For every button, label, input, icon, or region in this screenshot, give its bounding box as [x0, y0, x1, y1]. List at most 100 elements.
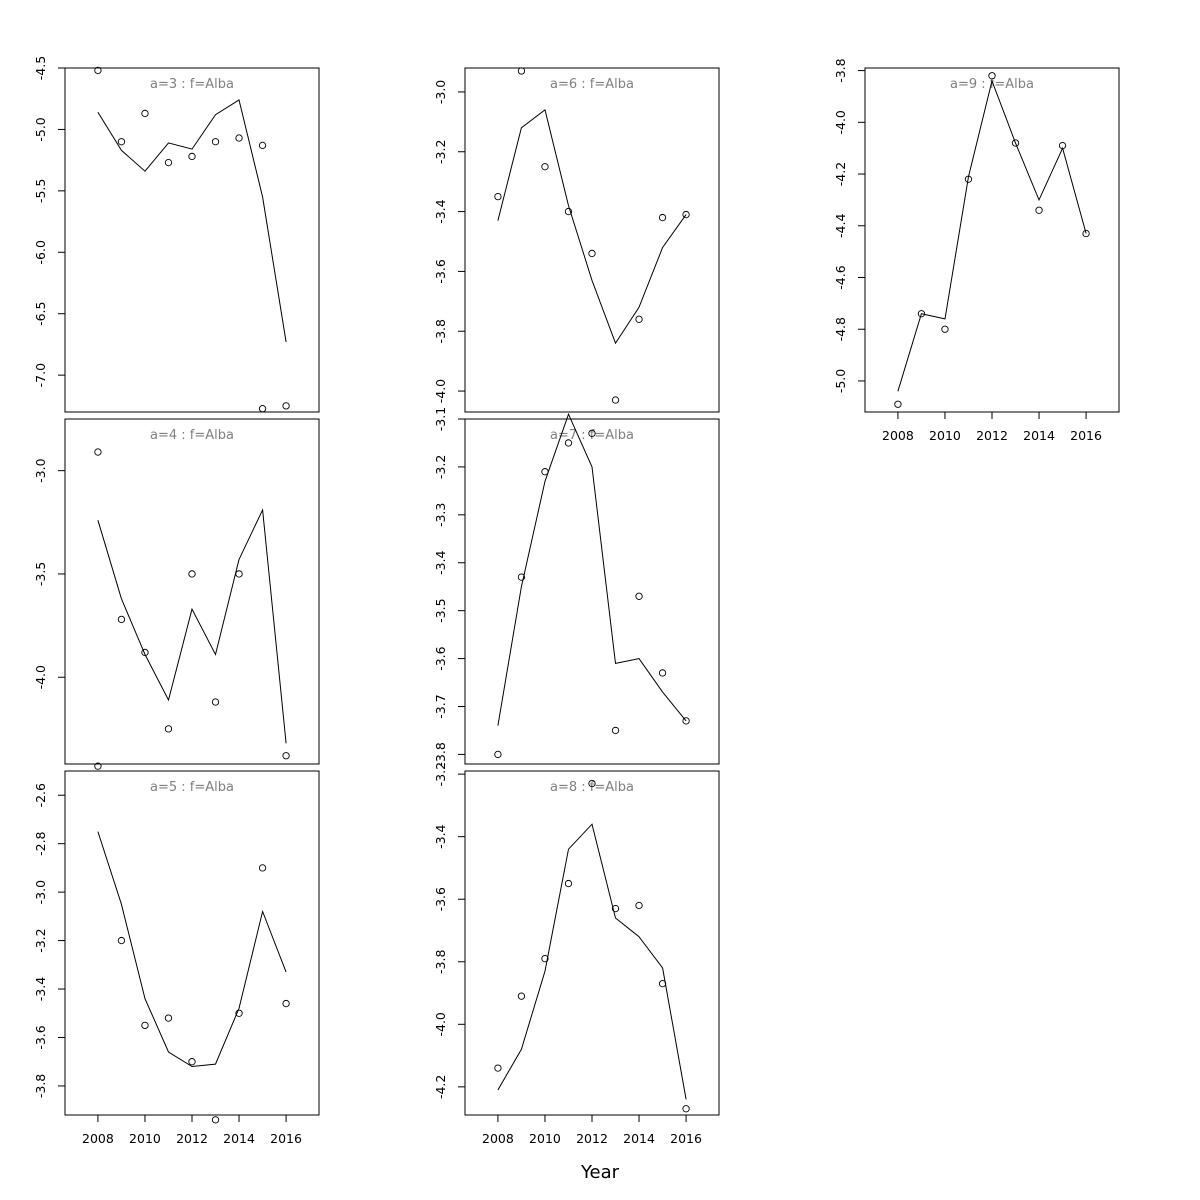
- observed-point: [494, 1064, 502, 1072]
- x-tick-label: 2010: [929, 428, 961, 443]
- y-tick-label: -4.0: [833, 110, 848, 134]
- panel-6: a=8 : f=Alba -4.2 -4.0 -3.8 -3.6 -3.4 -3.2 2008…: [433, 762, 720, 1146]
- observed-point: [1082, 229, 1090, 238]
- observed-point: [517, 573, 526, 581]
- fitted-line: [897, 79, 1087, 392]
- y-tick-label: -2.8: [33, 831, 48, 855]
- observed-point: [235, 134, 243, 142]
- panel-title: a=7 : f=Alba: [550, 428, 634, 443]
- observed-point: [1035, 206, 1043, 214]
- panel-1: a=3 : f=Alba -7.0 -6.5 -6.0 -5.5 -5.0 -4.5: [33, 56, 320, 413]
- y-tick-label: -4.0: [433, 1012, 448, 1036]
- panel-frame: [464, 418, 720, 765]
- panel-4: a=6 : f=Alba -4.0 -3.8 -3.6 -3.4 -3.2 -3.0: [433, 67, 720, 413]
- observed-point: [211, 1116, 220, 1124]
- panel-title: a=6 : f=Alba: [550, 77, 634, 92]
- panel-3: a=5 : f=Alba -3.8 -3.6 -3.4 -3.2 -3.0 -2.8 -2.6…: [33, 762, 320, 1146]
- observed-point: [658, 213, 667, 222]
- y-tick-label: -3.2: [433, 140, 448, 164]
- panel-frame: [464, 770, 720, 1116]
- observed-point: [235, 570, 243, 578]
- observed-point: [588, 779, 596, 788]
- panel-title: a=4 : f=Alba: [150, 428, 234, 443]
- panel-title: a=5 : f=Alba: [150, 780, 234, 795]
- y-tick-label: -3.3: [433, 503, 448, 527]
- y-tick-label: -7.0: [33, 363, 48, 387]
- y-tick-label: -4.4: [833, 214, 848, 238]
- y-tick-label: -3.7: [433, 694, 448, 718]
- x-tick-label: 2016: [1070, 428, 1102, 443]
- observed-point: [94, 66, 102, 75]
- y-tick-label: -4.0: [433, 379, 448, 403]
- y-tick-label: -3.8: [33, 1074, 48, 1098]
- observed-point: [282, 999, 290, 1008]
- y-tick-label: -3.6: [433, 887, 448, 911]
- y-tick-label: -3.8: [433, 319, 448, 343]
- observed-point: [658, 669, 667, 677]
- observed-point: [635, 592, 643, 600]
- observed-point: [682, 717, 690, 725]
- observed-point: [635, 315, 643, 323]
- fitted-line: [97, 99, 287, 343]
- observed-point: [988, 72, 996, 80]
- fitted-line: [97, 508, 287, 744]
- observed-point: [941, 325, 949, 333]
- observed-point: [494, 750, 502, 759]
- observed-point: [282, 752, 290, 760]
- observed-point: [611, 904, 620, 913]
- observed-point: [541, 163, 549, 171]
- observed-point: [188, 152, 196, 161]
- observed-point: [211, 138, 220, 146]
- observed-point: [188, 570, 196, 578]
- y-tick-label: -4.8: [833, 317, 848, 341]
- x-tick-label: 2010: [529, 1131, 561, 1146]
- observed-point: [117, 138, 126, 146]
- x-axis-label: Year: [580, 1162, 620, 1183]
- y-tick-label: -3.2: [433, 455, 448, 479]
- panel-7: a=9 : f=Alba -5.0 -4.8 -4.6 -4.4 -4.2 -4.0 -3.8…: [833, 58, 1120, 443]
- observed-point: [682, 1105, 690, 1113]
- y-tick-label: -3.6: [433, 646, 448, 670]
- observed-point: [258, 405, 267, 413]
- y-tick-label: -4.2: [433, 1075, 448, 1099]
- y-tick-label: -3.4: [433, 199, 448, 223]
- x-tick-label: 2010: [129, 1131, 161, 1146]
- observed-point: [494, 192, 502, 201]
- panel-title: a=3 : f=Alba: [150, 77, 234, 92]
- observed-point: [588, 249, 596, 258]
- observed-point: [635, 901, 643, 910]
- y-tick-label: -3.1: [433, 407, 448, 431]
- fitted-line: [497, 823, 687, 1100]
- y-tick-label: -3.8: [433, 742, 448, 766]
- x-tick-label: 2016: [270, 1131, 302, 1146]
- y-tick-label: -3.4: [433, 551, 448, 575]
- observed-point: [235, 1009, 243, 1017]
- x-tick-label: 2014: [623, 1131, 655, 1146]
- observed-point: [541, 468, 549, 476]
- observed-point: [682, 210, 690, 219]
- observed-point: [1058, 141, 1067, 150]
- observed-point: [211, 698, 220, 706]
- observed-point: [94, 762, 102, 770]
- x-tick-label: 2012: [176, 1131, 208, 1146]
- observed-point: [282, 402, 290, 410]
- observed-point: [541, 954, 549, 963]
- panel-title: a=8 : f=Alba: [550, 780, 634, 795]
- y-tick-label: -4.0: [33, 665, 48, 689]
- x-tick-label: 2008: [482, 1131, 514, 1146]
- panel-frame: [64, 770, 320, 1116]
- x-tick-label: 2014: [1023, 428, 1055, 443]
- observed-point: [117, 936, 126, 945]
- observed-point: [917, 310, 926, 318]
- observed-point: [141, 1021, 149, 1030]
- panel-frame: [464, 67, 720, 413]
- observed-point: [164, 158, 173, 167]
- y-tick-label: -3.4: [433, 824, 448, 848]
- observed-point: [188, 1058, 196, 1066]
- observed-point: [611, 396, 620, 404]
- panel-2: a=4 : f=Alba -4.0 -3.5 -3.0: [33, 405, 320, 765]
- observed-point: [164, 725, 173, 733]
- panel-title: a=9 : f=Alba: [950, 77, 1034, 92]
- y-tick-label: -4.2: [833, 162, 848, 186]
